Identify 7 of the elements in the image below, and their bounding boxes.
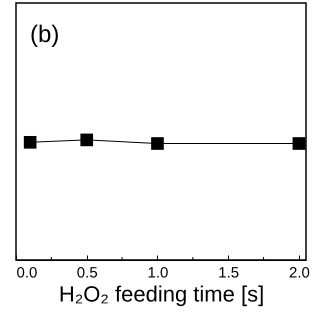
text: (b) xyxy=(30,21,60,48)
x-tick-label: 0.5 xyxy=(76,264,98,282)
x-tick-label: 0.0 xyxy=(16,264,38,282)
x-axis-title: H₂O₂ feeding time [s] xyxy=(58,282,264,306)
x-tick-label: 2.0 xyxy=(288,264,310,282)
x-tick-label: 1.0 xyxy=(148,264,168,282)
x-tick-label: 1.5 xyxy=(218,264,240,282)
